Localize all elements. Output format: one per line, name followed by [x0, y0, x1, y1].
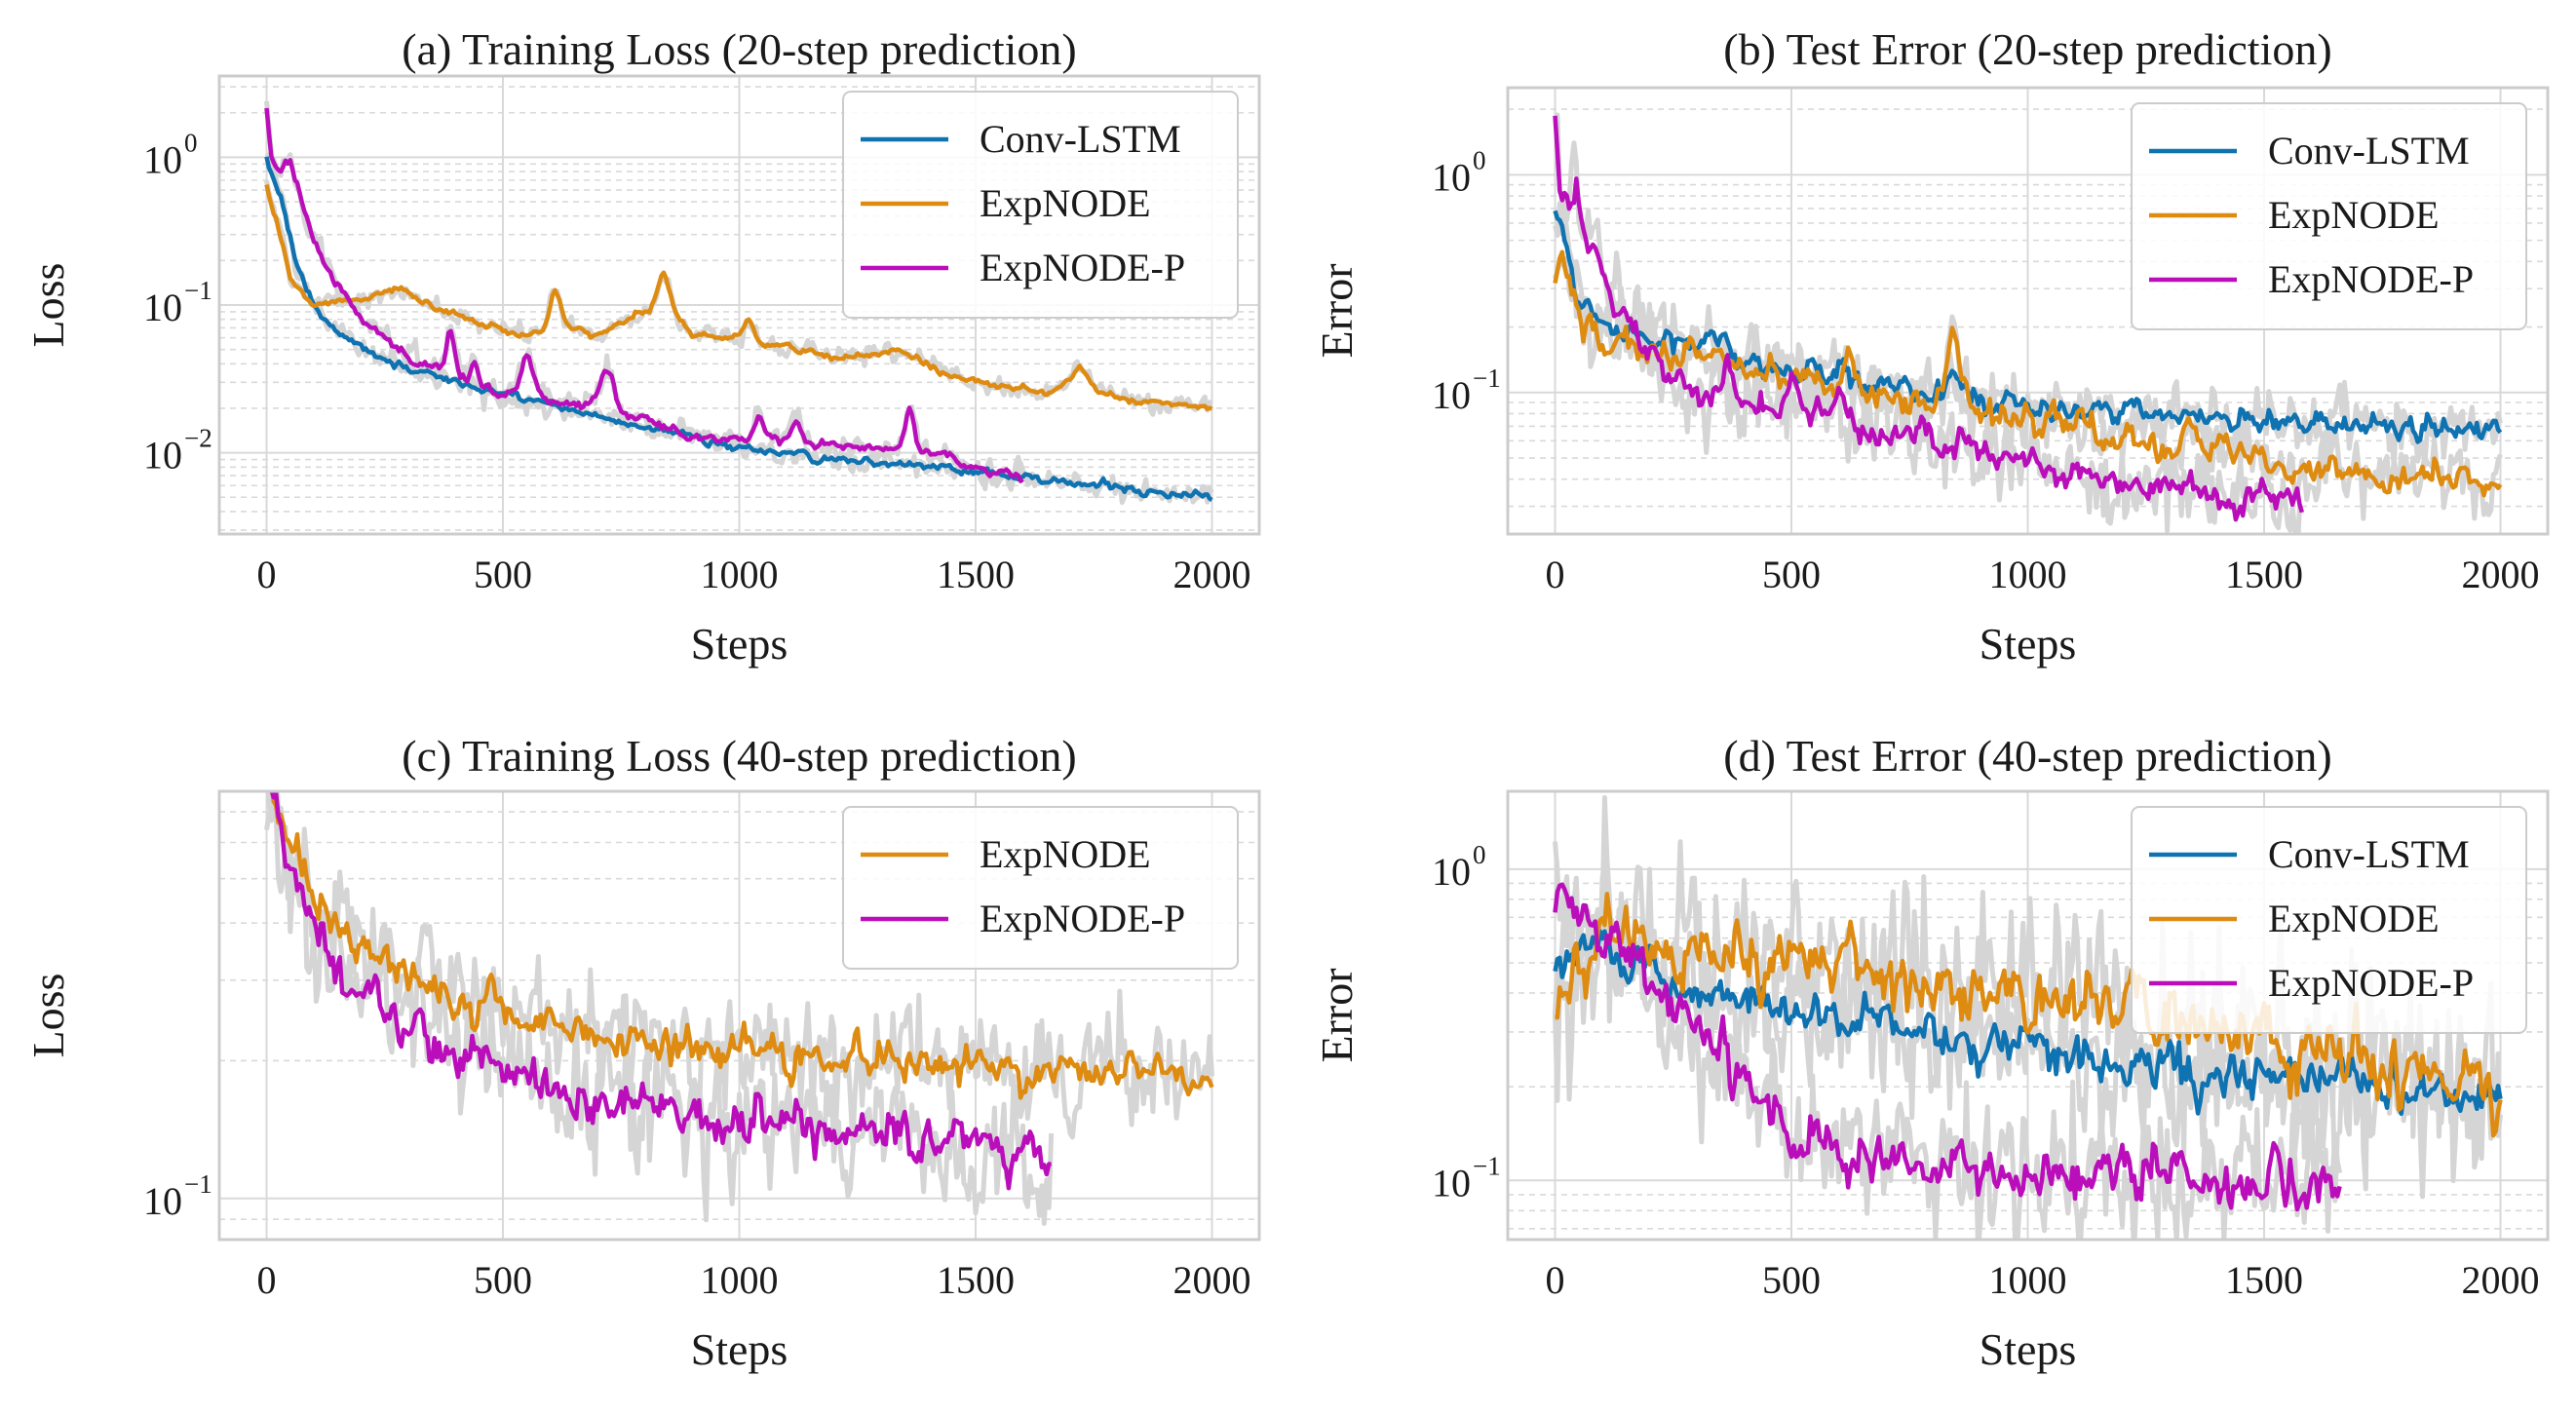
legend-label: ExpNODE-P — [980, 897, 1185, 940]
legend: Conv-LSTM ExpNODE ExpNODE-P — [2131, 806, 2527, 1034]
y-axis-label: Error — [1312, 968, 1362, 1062]
x-tick-label: 2000 — [1173, 553, 1251, 596]
x-tick-label: 1500 — [2225, 553, 2303, 596]
series-line-expnode-p — [264, 107, 1024, 483]
y-axis-label: Error — [1312, 263, 1362, 358]
y-tick-exponent: 0 — [184, 128, 198, 157]
x-tick-label: 500 — [474, 1258, 532, 1302]
series-line-expnode-p — [1553, 882, 2342, 1212]
x-tick-label: 1000 — [1989, 1258, 2067, 1302]
legend-label: ExpNODE — [2268, 897, 2440, 940]
y-tick-label: 10 — [1432, 155, 1471, 199]
axes-frame — [217, 74, 1261, 536]
y-tick-label: 10 — [1432, 1161, 1471, 1205]
series-line-expnode — [270, 791, 1214, 1100]
x-axis-label: Steps — [1980, 1324, 2077, 1374]
legend-box — [2131, 102, 2527, 330]
series-lines — [1553, 882, 2503, 1212]
x-tick-label: 0 — [1546, 553, 1565, 596]
x-tick-label: 0 — [257, 1258, 277, 1302]
series-lines — [264, 107, 1213, 502]
panel-title: (a) Training Loss (20-step prediction) — [402, 24, 1076, 74]
series-lines — [1553, 115, 2503, 522]
legend-label: Conv-LSTM — [2268, 129, 2470, 172]
legend: ExpNODE ExpNODE-P — [842, 806, 1239, 970]
panel-title: (c) Training Loss (40-step prediction) — [402, 731, 1076, 781]
panel-c: 0 500 1000 1500 2000 10 −1 (c) Training Loss (4… — [23, 731, 1261, 1374]
legend-label: ExpNODE — [980, 181, 1151, 225]
x-tick-label: 1500 — [937, 553, 1015, 596]
y-tick-label: 10 — [1432, 373, 1471, 417]
series-line-expnode — [1555, 892, 2503, 1138]
x-tick-label: 1500 — [937, 1258, 1015, 1302]
x-axis-label: Steps — [1980, 619, 2077, 669]
y-tick-exponent: −2 — [184, 424, 212, 453]
legend-label: Conv-LSTM — [980, 117, 1181, 161]
y-tick-exponent: 0 — [1473, 840, 1486, 869]
y-tick-label: 10 — [143, 434, 182, 478]
axes-frame — [1506, 86, 2550, 536]
x-tick-label: 0 — [257, 553, 277, 596]
panel-title: (b) Test Error (20-step prediction) — [1723, 24, 2331, 74]
axes-frame — [217, 789, 1261, 1242]
series-line-conv-lstm — [264, 156, 1213, 502]
legend-label: ExpNODE — [980, 832, 1151, 876]
x-tick-label: 500 — [1762, 1258, 1821, 1302]
legend-label: ExpNODE-P — [2268, 961, 2474, 1005]
y-tick-exponent: −1 — [184, 1169, 212, 1199]
x-tick-label: 2000 — [2462, 1258, 2540, 1302]
series-line-expnode — [264, 184, 1213, 411]
y-tick-exponent: −1 — [1473, 363, 1501, 393]
y-axis-label: Loss — [23, 974, 73, 1058]
x-tick-label: 1000 — [701, 1258, 779, 1302]
x-tick-label: 0 — [1546, 1258, 1565, 1302]
y-tick-label: 10 — [143, 1179, 182, 1223]
legend-label: Conv-LSTM — [2268, 832, 2470, 876]
y-tick-label: 10 — [143, 137, 182, 181]
axes-frame — [1506, 789, 2550, 1242]
y-tick-exponent: −1 — [184, 276, 212, 305]
panel-title: (d) Test Error (40-step prediction) — [1723, 731, 2331, 781]
y-tick-exponent: 0 — [1473, 145, 1486, 174]
x-tick-label: 500 — [474, 553, 532, 596]
series-line-expnode — [1553, 249, 2503, 498]
x-tick-label: 1500 — [2225, 1258, 2303, 1302]
y-tick-label: 10 — [143, 286, 182, 329]
legend-label: ExpNODE-P — [980, 246, 1185, 289]
y-axis-label: Loss — [23, 263, 73, 348]
series-line-expnode-p — [1553, 115, 2304, 522]
legend-box — [842, 806, 1239, 970]
legend: Conv-LSTM ExpNODE ExpNODE-P — [2131, 102, 2527, 330]
series-line-expnode-p — [267, 791, 1052, 1191]
x-tick-label: 500 — [1762, 553, 1821, 596]
y-tick-exponent: −1 — [1473, 1151, 1501, 1180]
legend-box — [2131, 806, 2527, 1034]
legend-box — [842, 91, 1239, 319]
x-tick-label: 2000 — [1173, 1258, 1251, 1302]
legend-label: ExpNODE — [2268, 193, 2440, 237]
raw-band-expnode — [264, 791, 1214, 1147]
x-tick-label: 1000 — [701, 553, 779, 596]
y-tick-label: 10 — [1432, 850, 1471, 894]
legend: Conv-LSTM ExpNODE ExpNODE-P — [842, 91, 1239, 319]
x-tick-label: 2000 — [2462, 553, 2540, 596]
legend-label: ExpNODE-P — [2268, 257, 2474, 301]
series-lines — [267, 791, 1214, 1191]
x-tick-label: 1000 — [1989, 553, 2067, 596]
x-axis-label: Steps — [691, 619, 788, 669]
x-axis-label: Steps — [691, 1324, 788, 1374]
raw-band-expnode-p — [1555, 112, 2305, 534]
